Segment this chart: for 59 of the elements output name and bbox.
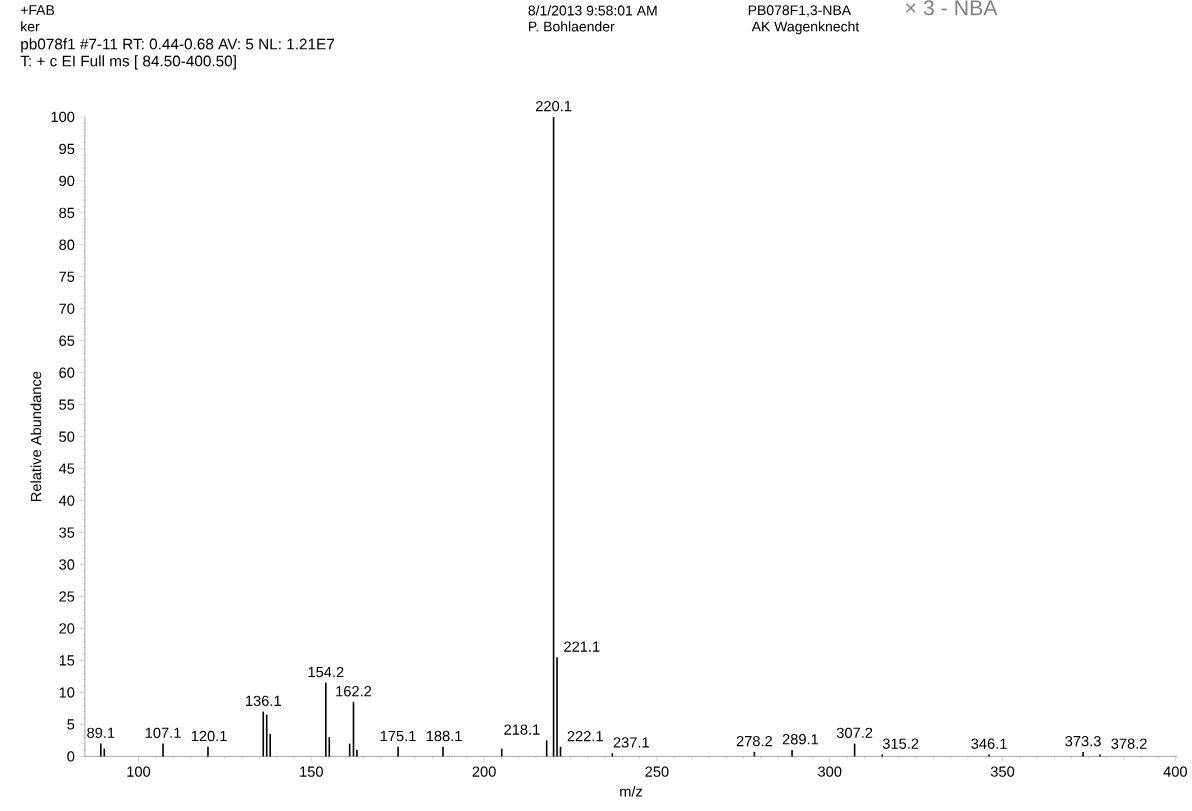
y-tick-label: 100 xyxy=(51,111,75,122)
y-axis-title: Relative Abundance xyxy=(30,371,42,501)
annotation: 373.3 xyxy=(1065,735,1101,747)
y-tick-label: 30 xyxy=(59,559,75,570)
annotation: 222.1 xyxy=(567,730,603,742)
x-tick-label: 350 xyxy=(990,766,1015,777)
y-tick-label: 20 xyxy=(59,623,75,634)
y-tick-label: 60 xyxy=(59,367,75,378)
annotation: 188.1 xyxy=(426,730,462,742)
text: × 3 - NBA xyxy=(906,0,998,16)
text: ker xyxy=(21,21,40,32)
y-tick-label: 50 xyxy=(59,431,75,442)
annotation: 378.2 xyxy=(1111,738,1147,749)
x-tick-label: 400 xyxy=(1163,766,1187,777)
text: AK Wagenknecht xyxy=(751,21,860,35)
x-tick-label: 250 xyxy=(645,766,669,777)
annotation: 237.1 xyxy=(613,737,649,748)
annotation: 289.1 xyxy=(782,733,819,745)
y-tick-label: 80 xyxy=(59,239,75,250)
y-tick-label: 35 xyxy=(59,527,75,538)
y-tick-label: 25 xyxy=(59,591,75,602)
text: pb078f1 #7-11 RT: 0.44-0.68 AV: 5 NL: 1.21E7 xyxy=(21,38,335,53)
annotation: 315.2 xyxy=(882,738,919,749)
x-tick-label: 150 xyxy=(300,766,323,777)
y-tick-label: 55 xyxy=(59,399,75,410)
x-tick-label: 100 xyxy=(127,766,151,777)
y-tick-label: 85 xyxy=(59,207,75,218)
x-tick-label: 300 xyxy=(818,766,842,777)
text: 8/1/2013 9:58:01 AM xyxy=(528,5,657,16)
annotation: 221.1 xyxy=(564,641,600,652)
text: T: + c EI Full ms [ 84.50-400.50] xyxy=(20,55,236,70)
annotation: 89.1 xyxy=(87,727,115,738)
annotation: 136.1 xyxy=(246,695,281,706)
y-tick-label: 65 xyxy=(59,335,75,346)
y-tick-label: 5 xyxy=(67,719,75,730)
annotation: 175.1 xyxy=(380,730,416,742)
y-tick-label: 95 xyxy=(59,143,75,154)
annotation: 162.2 xyxy=(336,685,372,697)
annotation: 120.1 xyxy=(191,730,227,742)
y-tick-label: 0 xyxy=(67,751,75,762)
y-tick-label: 70 xyxy=(59,303,75,314)
x-tick-label: 200 xyxy=(472,766,496,777)
y-tick-label: 40 xyxy=(58,495,75,506)
y-tick-label: 15 xyxy=(59,655,75,666)
annotation: 218.1 xyxy=(504,724,540,735)
text: P. Bohlaender xyxy=(529,21,615,32)
text: +FAB xyxy=(20,5,55,15)
y-tick-label: 45 xyxy=(58,463,75,474)
annotation: 346.1 xyxy=(971,738,1007,749)
annotation: 278.2 xyxy=(736,735,772,747)
text: PB078F1,3-NBA xyxy=(748,5,852,17)
annotation: 154.2 xyxy=(308,666,344,678)
y-tick-label: 90 xyxy=(59,175,75,186)
y-tick-label: 10 xyxy=(59,687,75,698)
x-axis-title: m/z xyxy=(620,785,643,797)
annotation: 220.1 xyxy=(535,100,572,112)
annotation: 107.1 xyxy=(145,727,181,738)
annotation: 307.2 xyxy=(836,727,873,738)
y-tick-label: 75 xyxy=(59,271,75,282)
